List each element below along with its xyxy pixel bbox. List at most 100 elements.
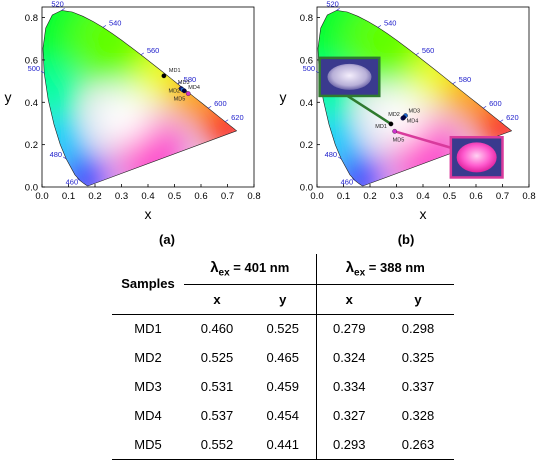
wavelength-label: 480 — [50, 150, 63, 159]
y-tick-label: 0.2 — [25, 140, 38, 151]
ex-subscript: ex — [218, 267, 230, 279]
point-label-md3: MD3 — [178, 80, 190, 86]
wavelength-label: 540 — [384, 18, 397, 27]
x-tick-label: 0.6 — [469, 191, 482, 202]
point-label-md3: MD3 — [409, 109, 421, 115]
sample-name: MD4 — [134, 408, 162, 423]
x-tick-label: 0.0 — [310, 191, 323, 202]
x-axis-label: x — [145, 206, 152, 222]
point-label-md4: MD4 — [407, 119, 419, 125]
table-row: MD2 0.525 0.465 0.324 0.325 — [112, 343, 454, 372]
cell-value: 0.460 — [200, 321, 234, 337]
inset-connector-line — [394, 130, 456, 151]
wavelength-tick — [452, 81, 456, 85]
wavelength-label: 460 — [66, 178, 79, 187]
wavelength-tick — [336, 8, 340, 11]
cell-value: 0.525 — [250, 314, 317, 343]
point-label-md1: MD1 — [169, 68, 181, 74]
x-tick-label: 0.0 — [35, 191, 48, 202]
y-axis-label: y — [5, 89, 12, 105]
x-tick-label: 0.7 — [496, 191, 509, 202]
col-header-y: y — [250, 283, 317, 315]
wavelength-tick — [377, 25, 382, 28]
y-axis-label: y — [280, 89, 287, 105]
sample-photo-inset-388nm-white — [318, 56, 381, 98]
point-label-md5: MD5 — [393, 137, 405, 143]
wavelength-label: 580 — [184, 75, 197, 84]
data-point-md1 — [388, 121, 394, 127]
data-point-md4 — [401, 115, 407, 120]
wavelength-tick — [207, 105, 212, 109]
ex-subscript: ex — [354, 267, 366, 279]
y-tick-label: 0.8 — [300, 13, 313, 24]
cell-value: 0.537 — [200, 408, 234, 423]
excitation-header-388: λex = 388 nm — [316, 254, 454, 284]
x-tick-label: 0.4 — [416, 191, 429, 202]
y-tick-label: 0.4 — [300, 98, 313, 109]
cell-value: 0.324 — [332, 350, 366, 365]
inset-connector-line — [346, 94, 392, 125]
cell-value: 0.337 — [401, 379, 435, 394]
wavelength-tick — [40, 70, 45, 74]
x-tick-label: 0.2 — [88, 191, 101, 202]
x-tick-label: 0.5 — [168, 191, 181, 202]
wavelength-label: 560 — [147, 46, 160, 55]
x-tick-label: 0.5 — [443, 191, 456, 202]
sample-name: MD3 — [134, 379, 162, 394]
data-point-md1 — [161, 73, 167, 79]
wavelength-label: 480 — [325, 150, 338, 159]
wavelength-tick — [351, 178, 356, 181]
y-tick-label: 0.6 — [25, 55, 38, 66]
y-tick-label: 0.2 — [300, 140, 313, 151]
wavelength-label: 540 — [109, 18, 122, 27]
wavelength-tick — [177, 81, 181, 85]
col-header-y: y — [382, 283, 454, 315]
point-label-md1: MD1 — [375, 124, 387, 130]
cie-chart-b: 0.0 0.1 0.2 0.3 0.4 0.5 0.6 0.7 0.8 0.0 0.2 0.4 0.6 0… — [280, 0, 536, 222]
x-tick-label: 0.8 — [522, 191, 535, 202]
x-tick-label: 0.3 — [115, 191, 128, 202]
cell-value: 0.531 — [200, 379, 234, 394]
wavelength-tick — [499, 119, 504, 123]
x-tick-label: 0.4 — [141, 191, 154, 202]
cell-value: 0.459 — [250, 372, 317, 401]
y-tick-label: 0.0 — [300, 183, 313, 194]
panel-label-b: (b) — [397, 232, 415, 247]
samples-header: Samples — [112, 254, 184, 315]
y-tick-label: 0.4 — [25, 98, 38, 109]
wavelength-label: 560 — [422, 46, 435, 55]
x-tick-label: 0.1 — [337, 191, 350, 202]
x-tick-label: 0.1 — [62, 191, 75, 202]
cell-value: 0.525 — [200, 350, 234, 365]
y-tick-label: 0.6 — [300, 55, 313, 66]
wavelength-tick — [61, 8, 65, 11]
spectral-locus — [317, 10, 512, 187]
excitation-header-401: λex = 401 nm — [184, 254, 317, 284]
cell-value: 0.454 — [250, 401, 317, 430]
lambda-symbol: λ — [345, 258, 355, 276]
data-point-md4 — [181, 88, 187, 94]
wavelength-tick — [62, 156, 67, 160]
col-header-x: x — [184, 283, 250, 315]
data-point-md5 — [185, 91, 191, 96]
wavelength-tick — [76, 178, 81, 181]
wavelength-label: 620 — [231, 113, 244, 122]
wavelength-tick — [482, 105, 487, 109]
wavelength-label: 520 — [51, 0, 64, 8]
wavelength-tick — [415, 52, 420, 56]
x-tick-label: 0.3 — [390, 191, 403, 202]
x-tick-label: 0.6 — [194, 191, 207, 202]
excitation-value-388: = 388 nm — [365, 259, 425, 275]
x-tick-label: 0.8 — [247, 191, 260, 202]
table-row: MD1 0.460 0.525 0.279 0.298 — [112, 314, 454, 343]
cell-value: 0.279 — [332, 321, 366, 337]
cie-coordinates-table: Samples λex = 401 nm λex = 388 nm x y x … — [112, 254, 454, 460]
wavelength-label: 500 — [303, 64, 316, 73]
wavelength-label: 600 — [489, 99, 502, 108]
wavelength-tick — [224, 119, 229, 123]
point-label-md4: MD4 — [188, 85, 200, 91]
col-header-x: x — [316, 283, 382, 315]
sample-name: MD1 — [134, 321, 162, 337]
y-tick-label: 0.8 — [25, 13, 38, 24]
table-row: MD4 0.537 0.454 0.327 0.328 — [112, 401, 454, 430]
